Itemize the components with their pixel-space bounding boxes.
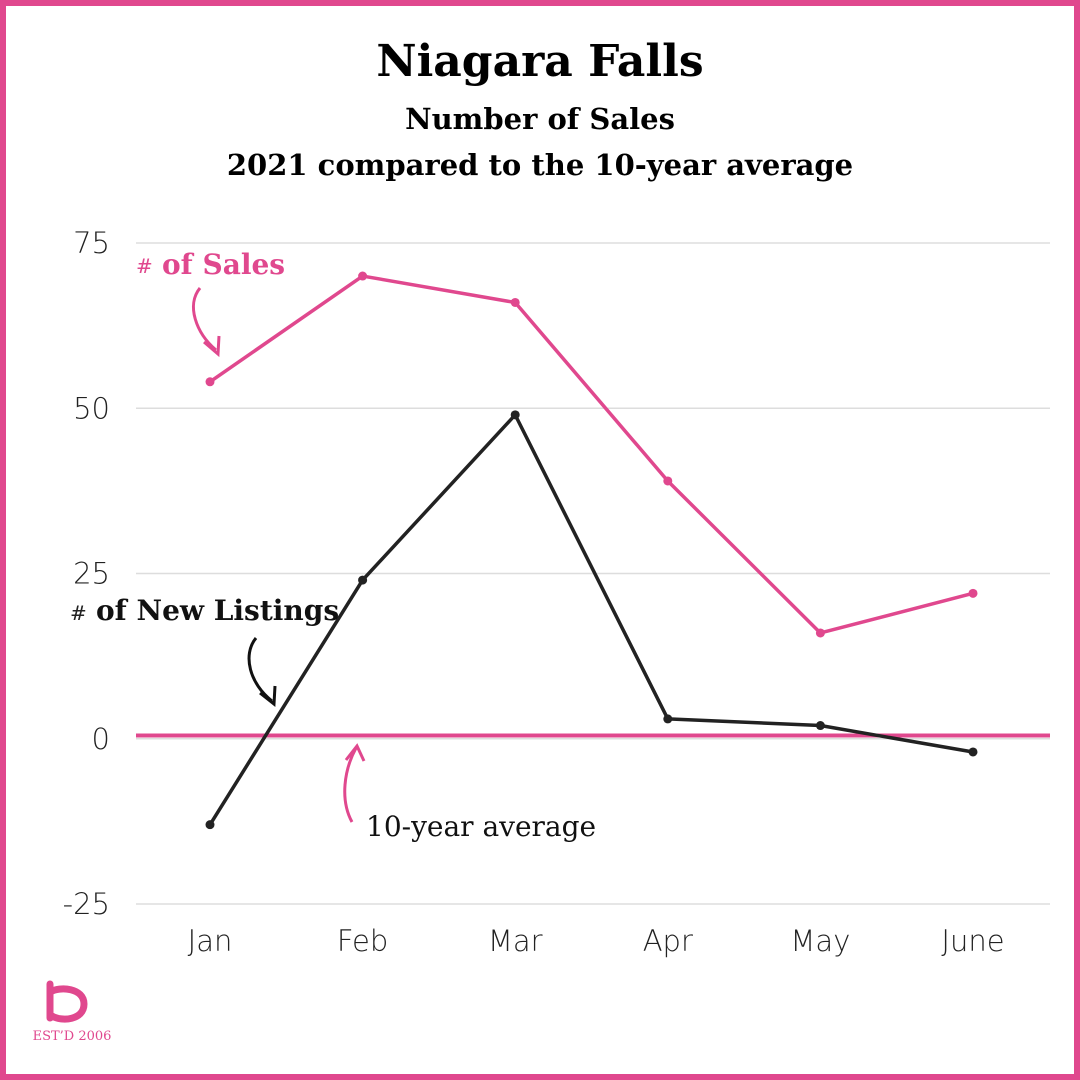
chart-title: Niagara Falls [376,36,704,87]
x-tick-label: Apr [643,924,693,958]
brand-logo: EST’D 2006 [33,980,112,1044]
y-tick-label: -25 [63,887,110,921]
listings-annotation-hash: # [70,601,87,625]
sales-annotation-label: of Sales [162,248,285,281]
sales-annotation-hash: # [136,254,153,278]
grid-lines [136,242,1050,905]
average-arrow-curve [343,747,358,823]
sales-series-line [209,274,974,635]
average-arrow-head [344,743,366,762]
listings-data-point [358,575,368,585]
sales-data-point [510,297,520,307]
sales-data-point [815,628,825,638]
sales-arrow-curve [191,287,217,352]
sales-data-point [205,377,215,387]
sales-data-point [968,588,978,598]
series-group [205,271,978,830]
chart-subtitle: Number of Sales [405,102,675,136]
logo-b-icon [46,980,88,1023]
x-tick-label: Jan [188,924,233,958]
listings-data-point [663,714,673,724]
listings-data-point [205,820,215,830]
y-tick-label: 50 [73,391,110,425]
listings-data-point [968,747,978,757]
sales-data-point [663,476,673,486]
logo-est-text: EST’D 2006 [33,1029,112,1044]
y-axis-ticks: 75 50 25 0 -25 [63,226,110,921]
x-tick-label: Mar [488,924,543,958]
listings-arrow-head [259,685,277,707]
x-tick-label: Feb [337,924,388,958]
listings-data-point [510,410,520,420]
average-annotation-label: 10-year average [366,810,596,843]
x-tick-label: May [790,924,850,958]
y-tick-label: 25 [73,557,110,591]
sales-data-point [358,271,368,281]
x-tick-label: June [941,924,1004,958]
listings-annotation-label: of New Listings [96,594,339,627]
listings-series-line [208,413,974,826]
sales-arrow-head [203,335,221,358]
y-tick-label: 75 [73,226,110,260]
listings-arrow-curve [247,637,273,703]
x-axis-ticks: Jan Feb Mar Apr May June [188,924,1005,958]
y-tick-label: 0 [92,722,110,756]
listings-data-point [815,721,825,731]
chart-subtitle-comparison: 2021 compared to the 10-year average [226,148,854,182]
